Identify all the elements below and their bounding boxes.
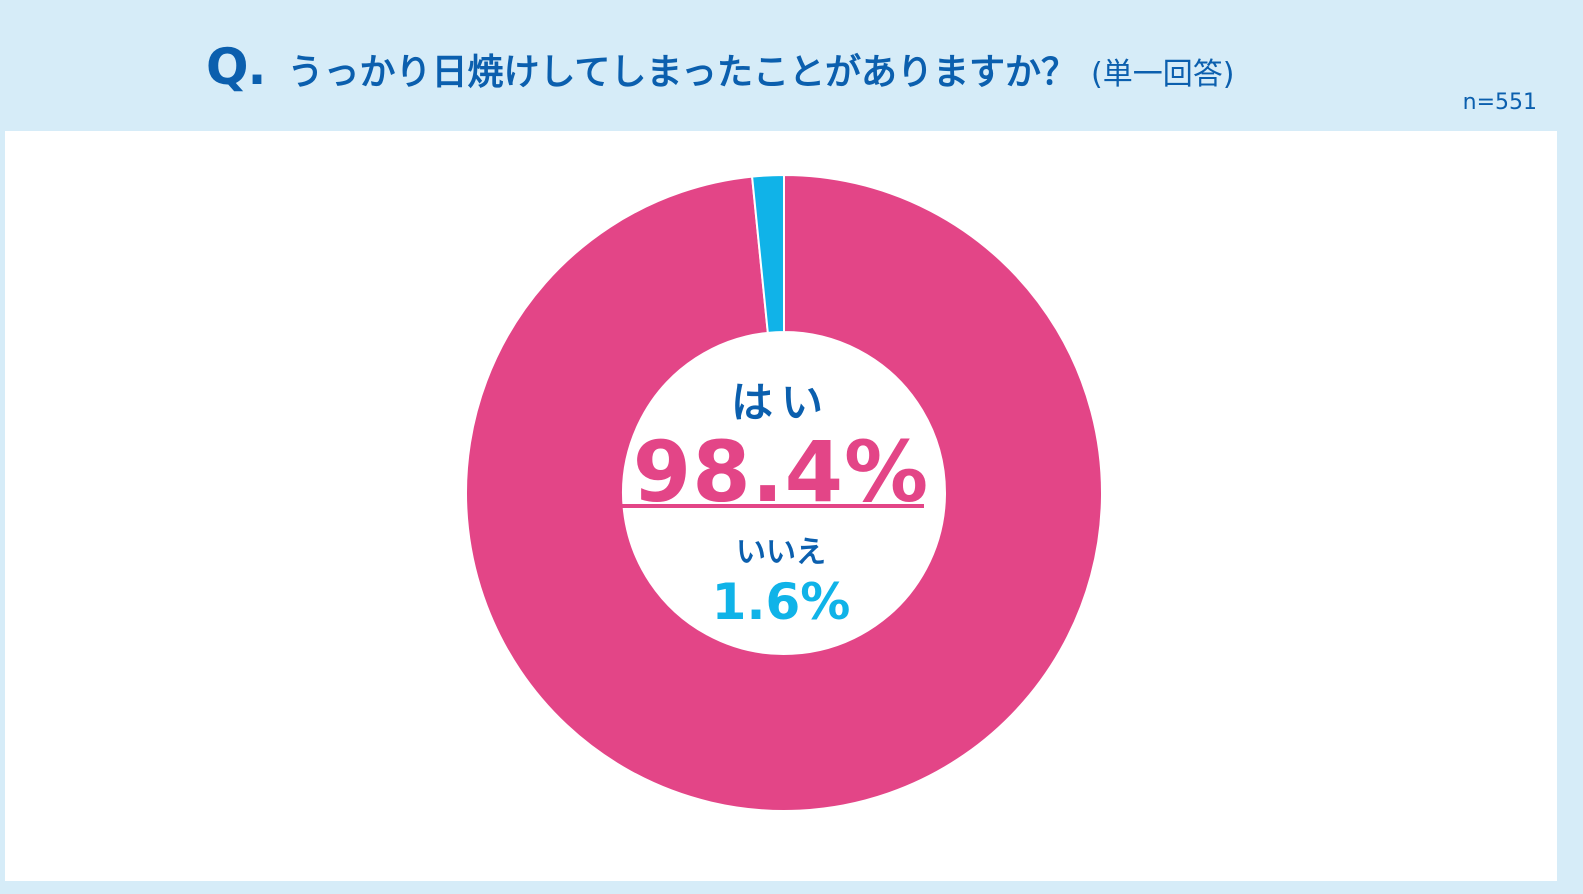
donut-chart: [465, 173, 1103, 812]
no-label: いいえ: [736, 535, 826, 570]
chart-panel: はい 98.4% いいえ 1.6%: [5, 131, 1557, 881]
question-text: うっかり日焼けしてしまったことがありますか？: [287, 52, 1077, 93]
yes-label: はい: [730, 378, 831, 427]
header: Q. うっかり日焼けしてしまったことがありますか？ (単一回答) n=551: [0, 0, 1583, 130]
question-title: Q. うっかり日焼けしてしまったことがありますか？ (単一回答): [206, 38, 1234, 96]
sample-size: n=551: [1462, 90, 1537, 115]
donut-slice-no: [750, 173, 785, 334]
answer-type-note: (単一回答): [1090, 57, 1235, 92]
q-mark: Q.: [206, 38, 266, 96]
no-value: 1.6%: [711, 573, 851, 631]
yes-value-underline: [622, 504, 924, 508]
donut-slice-yes: [465, 173, 1103, 812]
